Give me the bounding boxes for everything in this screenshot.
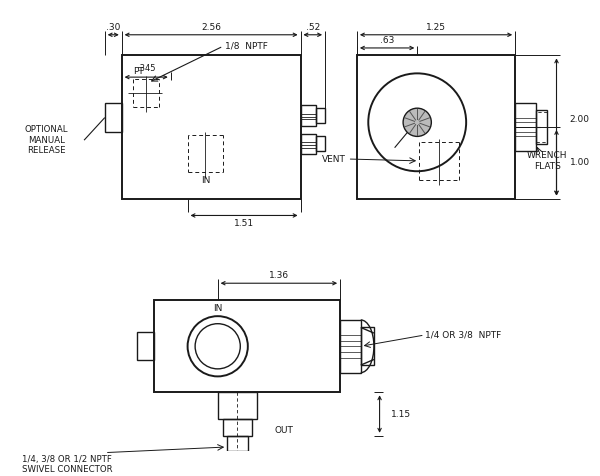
Circle shape [403, 108, 431, 137]
Text: OPTIONAL
MANUAL
RELEASE: OPTIONAL MANUAL RELEASE [25, 125, 68, 155]
Bar [105, 103, 122, 132]
Text: OUT: OUT [274, 426, 293, 435]
Text: .345: .345 [137, 64, 155, 73]
Text: 2.56: 2.56 [201, 23, 221, 32]
Text: 1.36: 1.36 [269, 271, 289, 280]
Bar [536, 110, 547, 144]
Bar [361, 327, 374, 365]
Bar [218, 392, 257, 419]
Text: 1.51: 1.51 [234, 219, 254, 228]
Text: 1.00: 1.00 [569, 158, 590, 167]
Bar [301, 134, 316, 154]
Bar [340, 320, 361, 373]
Text: IN: IN [201, 176, 210, 185]
Text: VENT: VENT [322, 155, 346, 163]
Text: WRENCH
FLATS: WRENCH FLATS [527, 151, 568, 170]
Text: 1/8  NPTF: 1/8 NPTF [225, 41, 268, 50]
Text: 1.15: 1.15 [391, 409, 411, 418]
Bar [316, 137, 325, 151]
Bar [122, 56, 301, 198]
Text: 1/4, 3/8 OR 1/2 NPTF
SWIVEL CONNECTOR: 1/4, 3/8 OR 1/2 NPTF SWIVEL CONNECTOR [22, 455, 112, 474]
Text: 1.25: 1.25 [426, 23, 446, 32]
Bar [227, 436, 248, 451]
Bar [301, 105, 316, 126]
Text: .63: .63 [380, 36, 394, 45]
Bar [137, 332, 154, 360]
Text: 2.00: 2.00 [569, 115, 590, 124]
Bar [223, 419, 251, 436]
Text: .30: .30 [106, 23, 121, 32]
Bar [154, 300, 340, 392]
Text: .52: .52 [305, 23, 320, 32]
Text: IN: IN [213, 304, 223, 313]
Text: 1/4 OR 3/8  NPTF: 1/4 OR 3/8 NPTF [425, 330, 501, 339]
Bar [357, 56, 515, 198]
Bar [515, 103, 536, 150]
Bar [316, 108, 325, 123]
Text: PT: PT [134, 67, 145, 76]
